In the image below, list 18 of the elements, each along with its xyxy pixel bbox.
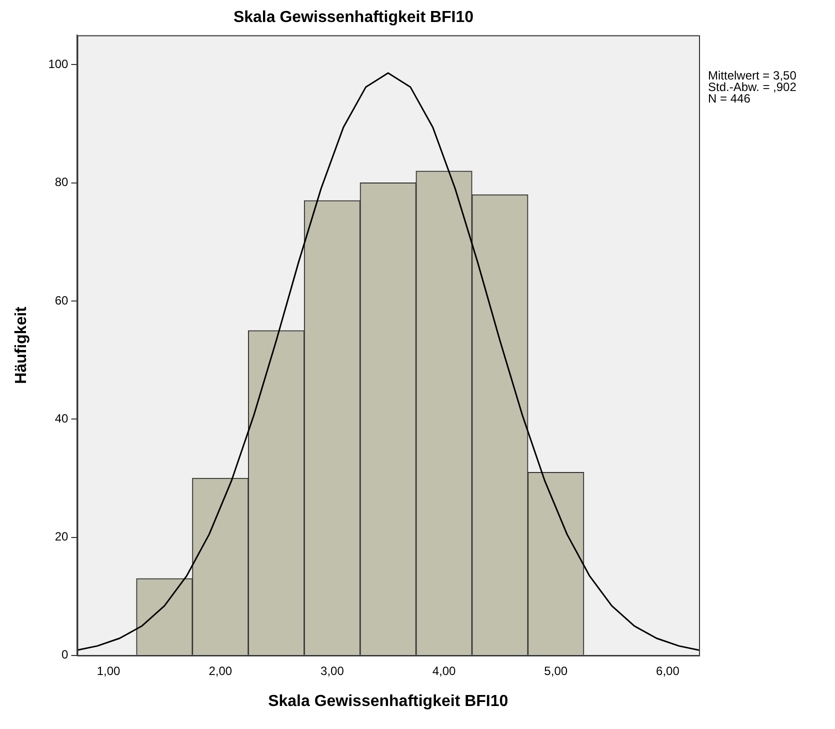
x-tick-label: 5,00 [544,664,568,678]
x-tick-label: 1,00 [96,664,121,678]
y-tick-label: 60 [54,293,69,308]
x-tick-label: 6,00 [656,664,680,678]
chart-title: Skala Gewissenhaftigkeit BFI10 [233,9,474,26]
x-axis-title: Skala Gewissenhaftigkeit BFI10 [268,692,508,710]
x-tick-label: 2,00 [208,664,232,678]
text: Mittelwert = 3,50 [708,68,797,83]
y-tick-label: 100 [48,57,69,72]
y-tick-label: 20 [54,530,69,544]
text: N = 446 [708,92,751,106]
x-tick-label: 3,00 [320,664,344,678]
y-axis-title: Häufigkeit [13,306,30,384]
y-tick-label: 80 [54,175,69,190]
x-tick-label: 4,00 [432,664,456,678]
y-tick-label: 0 [62,648,69,662]
text: Std.-Abw. = ,902 [708,80,797,94]
y-tick-label: 40 [54,411,69,426]
